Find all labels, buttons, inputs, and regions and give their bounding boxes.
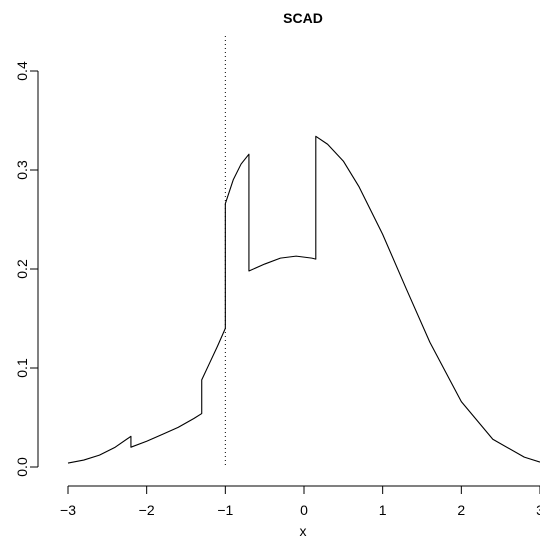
y-tick-label: 0.1 — [14, 358, 30, 378]
x-tick-label: −1 — [217, 502, 233, 518]
x-axis-label: x — [300, 523, 307, 539]
x-tick-label: 0 — [300, 502, 308, 518]
y-tick-label: 0.4 — [14, 61, 30, 81]
y-tick-label: 0.2 — [14, 259, 30, 279]
scad-series-line — [67, 135, 540, 464]
y-axis: 0.0 0.1 0.2 0.3 0.4 — [14, 61, 39, 477]
x-axis: −3 −2 −1 0 1 2 3 — [60, 485, 540, 518]
x-tick-label: −2 — [139, 502, 155, 518]
x-tick-label: 1 — [379, 502, 387, 518]
x-tick-label: 3 — [536, 502, 540, 518]
x-tick-label: −3 — [60, 502, 76, 518]
chart-title: SCAD — [283, 10, 323, 26]
y-tick-label: 0.3 — [14, 160, 30, 180]
plot-series — [67, 135, 540, 464]
x-tick-label: 2 — [457, 502, 465, 518]
y-tick-label: 0.0 — [14, 457, 30, 477]
